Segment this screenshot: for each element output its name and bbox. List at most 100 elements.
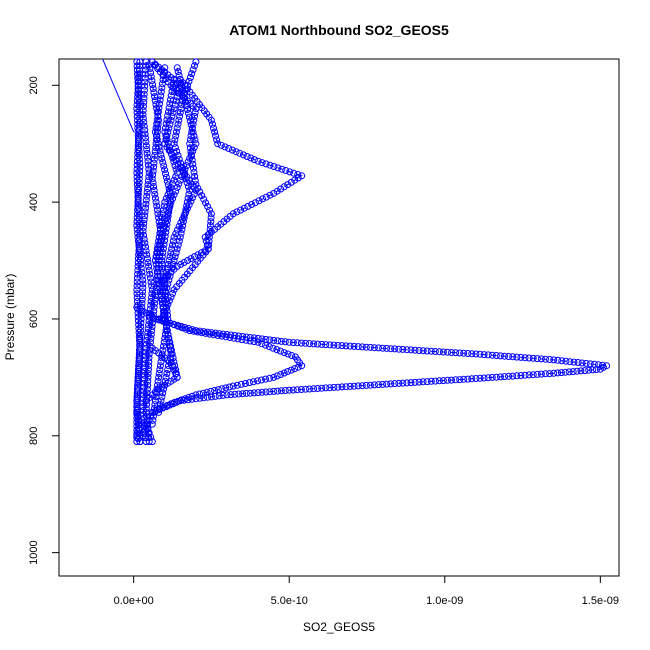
data-point	[140, 220, 148, 227]
data-point	[145, 354, 153, 362]
data-point	[297, 386, 305, 393]
data-point	[189, 120, 197, 128]
data-point	[411, 378, 419, 386]
data-point	[159, 210, 167, 218]
data-point	[153, 268, 161, 276]
data-point	[280, 369, 288, 377]
data-point	[199, 389, 207, 397]
data-point	[192, 58, 200, 66]
data-point	[191, 136, 199, 144]
data-point	[214, 332, 222, 339]
data-point	[302, 339, 309, 347]
data-point	[278, 165, 286, 173]
data-point	[411, 346, 419, 354]
data-point	[165, 257, 173, 264]
data-point	[529, 371, 537, 379]
data-point	[191, 109, 199, 116]
data-point	[154, 377, 162, 385]
data-point	[139, 276, 147, 284]
data-point	[160, 206, 167, 214]
data-point	[136, 438, 144, 446]
data-point	[226, 383, 233, 391]
data-point	[151, 257, 159, 264]
data-point	[175, 237, 183, 245]
data-point	[289, 339, 297, 347]
data-point	[476, 350, 484, 358]
data-point	[160, 162, 168, 170]
data-point	[542, 370, 549, 378]
data-point	[171, 136, 179, 144]
data-point	[375, 344, 382, 352]
data-point	[578, 359, 586, 367]
data-point	[134, 373, 142, 381]
data-point	[170, 257, 178, 264]
y-tick-label: 600	[28, 310, 40, 328]
data-point	[145, 438, 153, 446]
data-point	[178, 396, 186, 404]
data-point	[456, 376, 464, 384]
data-point	[134, 412, 142, 420]
data-point	[204, 393, 212, 401]
data-point	[207, 387, 215, 395]
data-point	[431, 348, 439, 355]
data-point	[288, 352, 296, 359]
data-point	[204, 203, 212, 210]
data-point	[144, 381, 152, 389]
data-point	[172, 249, 180, 257]
data-point	[156, 405, 164, 413]
data-point	[287, 366, 295, 374]
data-point	[174, 68, 182, 76]
data-point	[206, 229, 214, 237]
data-point	[151, 148, 159, 155]
data-point	[214, 140, 222, 148]
data-point	[191, 177, 199, 184]
data-point	[452, 376, 460, 384]
data-point	[266, 388, 274, 396]
data-point	[145, 165, 153, 173]
data-point	[370, 381, 378, 389]
data-point	[169, 109, 177, 116]
data-point	[139, 280, 147, 288]
data-point	[198, 192, 206, 200]
data-point	[497, 373, 504, 381]
data-point	[148, 438, 156, 446]
data-point	[192, 181, 200, 189]
data-point	[561, 368, 569, 376]
data-point	[181, 210, 189, 218]
data-point	[141, 78, 149, 86]
data-point	[153, 249, 161, 257]
data-point	[234, 335, 242, 343]
data-point	[589, 366, 597, 374]
data-point	[134, 266, 142, 274]
data-point	[592, 366, 600, 373]
data-point	[342, 383, 350, 391]
data-point	[460, 349, 468, 357]
data-point	[431, 377, 439, 385]
data-point	[158, 84, 166, 92]
data-point	[163, 370, 171, 377]
data-point	[358, 382, 366, 390]
y-tick-label: 200	[28, 76, 40, 94]
data-point	[139, 223, 147, 231]
data-point	[174, 120, 182, 128]
data-point	[140, 235, 148, 243]
data-point	[472, 350, 480, 358]
data-point	[177, 105, 185, 113]
data-point	[202, 199, 210, 207]
data-point	[171, 398, 179, 406]
data-point	[148, 327, 156, 335]
data-point	[203, 241, 211, 249]
data-point	[550, 356, 558, 364]
data-point	[136, 171, 143, 179]
data-point	[586, 360, 594, 368]
data-point	[152, 288, 160, 296]
data-point	[196, 188, 204, 196]
data-point	[338, 342, 346, 350]
data-point	[153, 120, 161, 128]
data-point	[585, 366, 593, 374]
data-point	[206, 330, 214, 338]
data-point	[141, 212, 149, 220]
data-point	[274, 337, 282, 345]
data-point	[135, 144, 143, 152]
data-point	[419, 378, 427, 386]
